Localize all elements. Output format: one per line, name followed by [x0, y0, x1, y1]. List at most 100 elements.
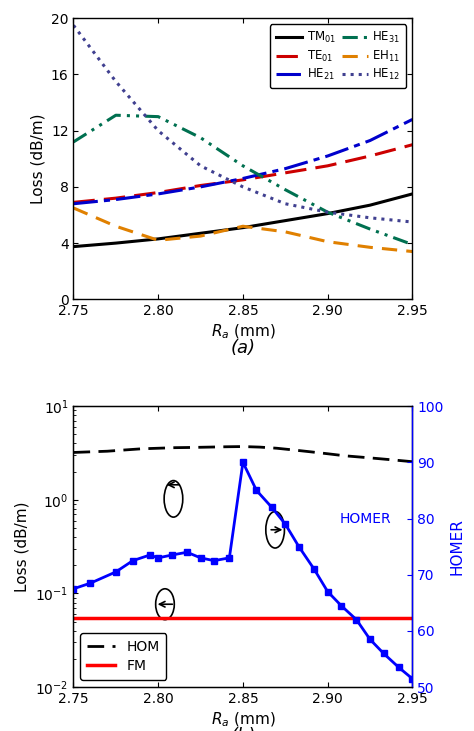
Line: TM$_{01}$: TM$_{01}$: [73, 194, 412, 246]
Line: HE$_{21}$: HE$_{21}$: [73, 119, 412, 204]
HOMER: [130, 556, 136, 565]
TE$_{01}$: [71, 198, 76, 207]
HOM: [274, 444, 280, 452]
HE$_{21}$: [155, 189, 161, 198]
EH$_{11}$: [240, 221, 246, 230]
EH$_{11}$: [71, 204, 76, 213]
HOM: [223, 442, 229, 451]
TM$_{01}$: [155, 235, 161, 243]
TM$_{01}$: [325, 209, 330, 218]
HE$_{21}$: [113, 195, 118, 204]
HOM: [71, 448, 76, 457]
HOM: [410, 458, 415, 466]
HOM: [291, 446, 297, 455]
HE$_{21}$: [283, 164, 288, 173]
Y-axis label: Loss (dB/m): Loss (dB/m): [30, 113, 46, 204]
EH$_{11}$: [113, 221, 118, 230]
HOM: [105, 447, 110, 455]
HOMER: [211, 556, 217, 565]
TM$_{01}$: [367, 201, 373, 210]
HOMER: [381, 649, 386, 658]
Text: HOMER: HOMER: [339, 512, 391, 526]
HOM: [392, 455, 398, 464]
TE$_{01}$: [325, 162, 330, 170]
HOM: [257, 443, 263, 452]
HE$_{12}$: [71, 21, 76, 30]
Y-axis label: Loss (dB/m): Loss (dB/m): [15, 501, 30, 592]
HOMER: [184, 548, 190, 556]
HE$_{21}$: [240, 174, 246, 183]
HOM: [342, 451, 347, 460]
HOM: [240, 442, 246, 451]
HOM: [88, 447, 93, 456]
HOMER: [396, 663, 401, 672]
TE$_{01}$: [367, 151, 373, 160]
HOMER: [410, 674, 415, 683]
HOM: [206, 443, 212, 452]
HOMER: [147, 550, 153, 559]
HE$_{31}$: [198, 133, 203, 142]
HOMER: [338, 602, 344, 610]
HOM: [173, 443, 178, 452]
TM$_{01}$: [240, 223, 246, 232]
TE$_{01}$: [198, 181, 203, 190]
Text: (b): (b): [230, 727, 255, 731]
HOMER: [198, 553, 203, 562]
EH$_{11}$: [367, 243, 373, 251]
Line: EH$_{11}$: EH$_{11}$: [73, 208, 412, 251]
HOMER: [296, 542, 301, 551]
EH$_{11}$: [155, 236, 161, 245]
HE$_{31}$: [325, 208, 330, 216]
Legend: HOM, FM: HOM, FM: [81, 633, 166, 681]
Line: HOMER: HOMER: [70, 459, 416, 682]
TM$_{01}$: [71, 242, 76, 251]
TE$_{01}$: [283, 168, 288, 177]
HOM: [155, 444, 161, 452]
X-axis label: $R_a$ (mm): $R_a$ (mm): [210, 711, 275, 729]
HE$_{12}$: [325, 208, 330, 216]
X-axis label: $R_a$ (mm): $R_a$ (mm): [210, 322, 275, 341]
HOMER: [269, 503, 274, 512]
HE$_{12}$: [198, 162, 203, 170]
HOMER: [169, 550, 174, 559]
HOM: [308, 447, 314, 456]
HOMER: [240, 458, 246, 466]
HE$_{31}$: [410, 240, 415, 249]
EH$_{11}$: [198, 232, 203, 240]
TE$_{01}$: [155, 188, 161, 197]
HE$_{12}$: [113, 77, 118, 86]
HOMER: [283, 520, 288, 529]
HE$_{21}$: [410, 115, 415, 124]
Legend: TM$_{01}$, TE$_{01}$, HE$_{21}$, HE$_{31}$, EH$_{11}$, HE$_{12}$: TM$_{01}$, TE$_{01}$, HE$_{21}$, HE$_{31…: [270, 24, 407, 88]
Line: TE$_{01}$: TE$_{01}$: [73, 145, 412, 202]
HOMER: [354, 616, 359, 624]
HOM: [138, 444, 144, 453]
HE$_{31}$: [113, 111, 118, 120]
TM$_{01}$: [198, 229, 203, 238]
HE$_{21}$: [71, 200, 76, 208]
HOMER: [155, 553, 161, 562]
Line: HOM: HOM: [73, 447, 412, 462]
HE$_{21}$: [325, 151, 330, 160]
HOMER: [367, 635, 373, 644]
HOMER: [325, 587, 330, 596]
HOM: [376, 454, 382, 463]
TE$_{01}$: [113, 194, 118, 202]
HE$_{12}$: [283, 200, 288, 208]
HE$_{21}$: [198, 183, 203, 192]
HE$_{12}$: [155, 126, 161, 135]
HE$_{12}$: [240, 183, 246, 192]
Y-axis label: HOMER: HOMER: [449, 518, 464, 575]
TE$_{01}$: [240, 175, 246, 184]
HOMER: [311, 565, 317, 574]
HOM: [325, 450, 330, 458]
HOM: [189, 443, 195, 452]
HE$_{31}$: [71, 137, 76, 146]
TE$_{01}$: [410, 140, 415, 149]
HOMER: [113, 567, 118, 576]
EH$_{11}$: [410, 247, 415, 256]
HE$_{21}$: [367, 136, 373, 145]
TM$_{01}$: [410, 189, 415, 198]
HOMER: [254, 486, 259, 495]
HE$_{31}$: [367, 224, 373, 233]
